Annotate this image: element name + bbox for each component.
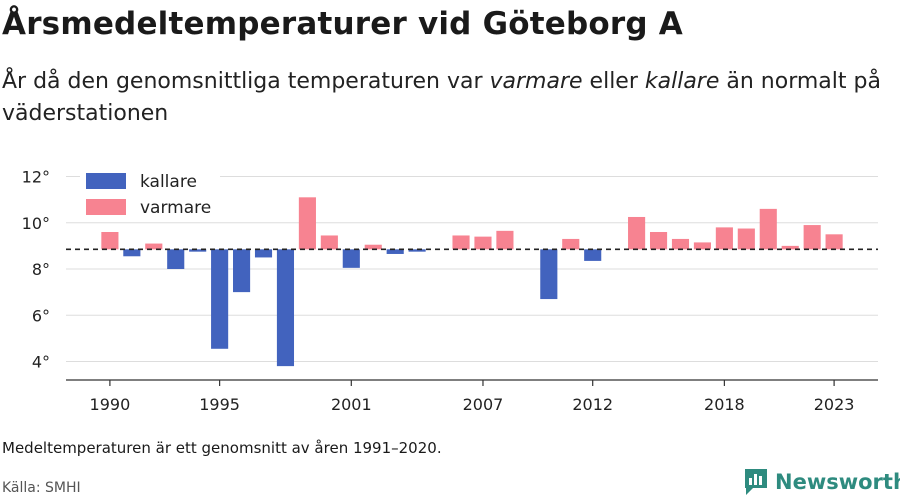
bar-colder	[276, 249, 295, 367]
y-tick-label: 6°	[32, 306, 50, 325]
bar-warmer	[825, 234, 843, 250]
bar-colder	[167, 249, 185, 269]
bar-warmer	[781, 245, 799, 250]
y-tick-label: 12°	[22, 168, 50, 187]
bar-warmer	[715, 227, 733, 250]
bar-warmer	[452, 235, 470, 250]
legend-label-warmer: varmare	[140, 198, 211, 218]
x-tick-label: 2001	[331, 395, 372, 414]
temperature-bar-chart: 4° 6° 8° 10° 12° 1990 1995 2001 2007 2012 2018 2023…	[22, 167, 878, 414]
bar-warmer	[737, 228, 755, 250]
bar-warmer	[364, 244, 382, 250]
bar-warmer	[101, 232, 119, 250]
bar-colder	[233, 249, 251, 293]
bar-warmer	[693, 242, 711, 250]
bar-colder	[584, 249, 602, 261]
chart-note: Medeltemperaturen är ett genomsnitt av å…	[2, 439, 442, 457]
bar-warmer	[649, 232, 668, 250]
bar-colder	[342, 249, 360, 268]
source-credit: Källa: SMHI	[2, 480, 81, 496]
bar-warmer	[496, 230, 514, 250]
chart-subtitle: År då den genomsnittliga temperaturen va…	[2, 66, 882, 130]
bar-colder	[540, 249, 558, 300]
x-tick-label: 1990	[90, 395, 131, 414]
bar-warmer	[320, 235, 338, 250]
bar-colder	[211, 249, 229, 349]
subtitle-part1: År då den genomsnittliga temperaturen va…	[2, 69, 490, 94]
newsworthy-logo-text: Newsworthy	[775, 470, 900, 494]
y-tick-label: 4°	[32, 353, 50, 372]
bar-colder	[254, 249, 273, 258]
bar-warmer	[628, 216, 646, 250]
subtitle-cold-word: kallare	[644, 69, 720, 94]
newsworthy-logo: Newsworthy	[744, 468, 900, 496]
x-tick-label: 1995	[199, 395, 240, 414]
subtitle-warm-word: varmare	[489, 69, 583, 94]
subtitle-part3: än normalt på väderstationen	[2, 69, 881, 126]
bar-warmer	[759, 208, 777, 250]
y-tick-label: 8°	[32, 260, 50, 279]
legend-swatch-colder	[86, 173, 126, 189]
x-tick-label: 2018	[704, 395, 745, 414]
legend-label-colder: kallare	[140, 172, 197, 192]
bar-colder	[123, 249, 141, 257]
bar-warmer	[298, 197, 316, 250]
x-tick-label: 2012	[572, 395, 613, 414]
bar-colder	[386, 249, 404, 254]
subtitle-part2: eller	[582, 69, 645, 94]
bar-colder	[189, 249, 207, 252]
bar-warmer	[474, 236, 492, 250]
x-tick-label: 2023	[814, 395, 855, 414]
x-tick-label: 2007	[463, 395, 504, 414]
bar-warmer	[803, 225, 821, 250]
bar-warmer	[145, 243, 163, 250]
legend-swatch-warmer	[86, 199, 126, 215]
chart-title: Årsmedeltemperaturer vid Göteborg A	[2, 6, 683, 42]
bar-warmer	[671, 238, 690, 250]
bar-warmer	[562, 238, 580, 250]
y-tick-label: 10°	[22, 214, 50, 233]
bar-colder	[408, 249, 426, 252]
newsworthy-logo-icon	[745, 469, 767, 495]
